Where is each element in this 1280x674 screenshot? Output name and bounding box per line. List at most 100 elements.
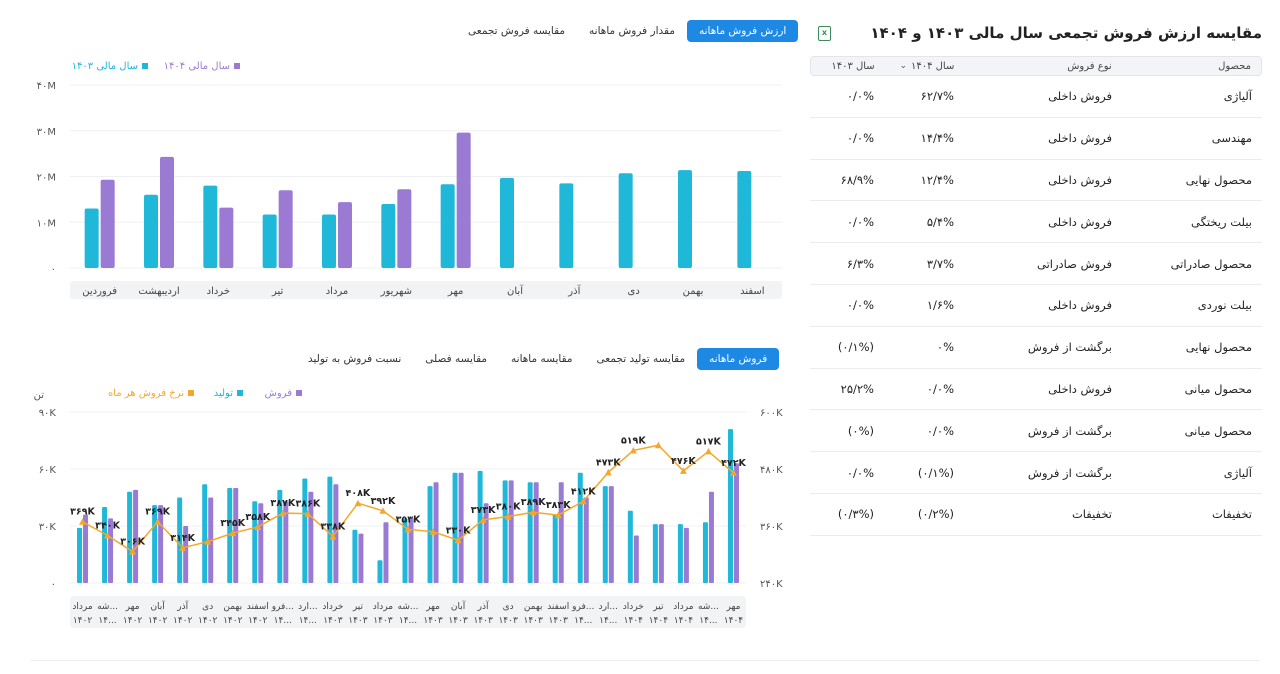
- top-tab-3[interactable]: مقایسه فروش تجمعی: [468, 25, 566, 37]
- bar-1403: [322, 214, 336, 268]
- sales-comparison-panel: مقایسه ارزش فروش تجمعی سال مالی ۱۴۰۳ و ۱…: [810, 18, 1262, 538]
- cell-year-1403: (۰/۱%): [837, 340, 874, 355]
- rate-point: [104, 532, 112, 539]
- excel-export-icon[interactable]: x: [818, 26, 831, 41]
- x-tick-label-month: دی: [503, 602, 514, 612]
- rate-data-label: ۴۱۲K: [571, 486, 596, 497]
- bottom-tab-3[interactable]: مقایسه ماهانه: [511, 353, 573, 365]
- cell-sale-type: فروش داخلی: [1048, 89, 1112, 104]
- bar-sales: [733, 463, 739, 583]
- bar-sales: [183, 526, 189, 583]
- rate-data-label: ۳۸۶K: [295, 499, 320, 510]
- table-row: محصول میانی فروش داخلی ۰/۰% ۲۵/۲%: [810, 369, 1262, 411]
- x-tick-label: اسفند: [740, 286, 764, 297]
- x-tick-label-year: ۱۴۰۳: [524, 616, 544, 626]
- x-tick-label-month: آبان: [451, 600, 466, 612]
- x-tick-label-year: ۱۴۰۳: [373, 616, 393, 626]
- bar-production: [627, 510, 633, 583]
- sort-chevron-down-icon[interactable]: ⌄: [899, 60, 907, 71]
- bar-production: [602, 486, 608, 583]
- rate-data-label: ۳۸۳K: [546, 500, 571, 511]
- bar-1403: [500, 177, 514, 268]
- bar-production: [702, 522, 708, 583]
- cell-year-1404: ۱۴/۴%: [920, 131, 954, 146]
- x-tick-label-year: ۱۴۰۳: [498, 616, 518, 626]
- x-tick-label-year: ۱۴۰۴: [624, 616, 644, 626]
- x-tick-label-year: ۱۴...: [299, 616, 317, 626]
- x-tick-label: تیر: [271, 286, 284, 297]
- rate-point: [379, 507, 387, 514]
- bar-1403: [618, 173, 633, 268]
- rate-point: [504, 513, 512, 520]
- legend-label-production: تولید: [214, 388, 233, 399]
- cell-sale-type: تخفیفات: [1071, 507, 1112, 522]
- x-tick-label-month: شه...: [398, 602, 419, 612]
- table-row: بیلت نوردی فروش داخلی ۱/۶% ۰/۰%: [810, 285, 1262, 327]
- bar-1403: [381, 203, 396, 268]
- top-tab-2[interactable]: مقدار فروش ماهانه: [589, 25, 675, 37]
- table-row: محصول نهایی برگشت از فروش ۰% (۰/۱%): [810, 327, 1262, 369]
- rate-data-label: ۳۹۲K: [371, 496, 396, 507]
- bar-sales: [633, 535, 639, 583]
- top-tab-1[interactable]: ارزش فروش ماهانه: [686, 20, 799, 42]
- table-body: آلیاژی فروش داخلی ۶۲/۷% ۰/۰% مهندسی فروش داخل…: [810, 76, 1262, 536]
- rate-point: [354, 499, 362, 507]
- bottom-chart-tabs: فروش ماهانه مقایسه تولید تجمعی مقایسه ماها…: [296, 348, 780, 370]
- bar-1404: [456, 132, 471, 268]
- rate-point: [704, 447, 712, 455]
- bar-1403: [203, 185, 218, 268]
- bar-1403: [559, 183, 574, 268]
- bottom-tab-4[interactable]: مقایسه فصلی: [425, 353, 488, 365]
- bottom-tab-5[interactable]: نسبت فروش به تولید: [308, 353, 402, 365]
- cell-year-1403: (۰/۳%): [837, 507, 874, 522]
- bar-production: [402, 518, 408, 583]
- y-tick-label: ۱۰M: [37, 218, 56, 229]
- bottom-tab-1[interactable]: فروش ماهانه: [697, 348, 780, 370]
- cell-sale-type: فروش داخلی: [1048, 381, 1112, 396]
- rate-data-label: ۳۶۹K: [145, 507, 170, 518]
- x-tick-label-year: ۱۴۰۲: [148, 616, 168, 626]
- table-row: محصول صادراتی فروش صادراتی ۳/۷% ۶/۳%: [810, 243, 1262, 285]
- bottom-tab-2[interactable]: مقایسه تولید تجمعی: [596, 353, 686, 365]
- bar-1403: [737, 171, 752, 268]
- divider: [30, 660, 1260, 661]
- header-year-1404[interactable]: سال ۱۴۰۴ ⌄: [887, 61, 963, 72]
- x-tick-label: مهر: [447, 286, 463, 297]
- header-sale-type[interactable]: نوع فروش: [1067, 60, 1112, 72]
- rate-point: [254, 523, 262, 530]
- cell-year-1403: ۶/۳%: [846, 256, 874, 271]
- bar-1404: [219, 207, 234, 268]
- rate-data-label: ۵۱۷K: [696, 436, 721, 447]
- x-tick-label-month: خرداد: [623, 602, 644, 612]
- bar-production: [77, 527, 83, 583]
- x-axis-band: [70, 281, 782, 299]
- header-year-1403[interactable]: سال ۱۴۰۳: [831, 60, 875, 72]
- right-tick-label: ۴۸۰K: [760, 465, 783, 476]
- rate-data-label: ۴۷۶K: [671, 456, 696, 467]
- cell-year-1404: (۰/۲%): [917, 507, 954, 522]
- cell-sale-type: برگشت از فروش: [1027, 423, 1112, 438]
- table-row: آلیاژی فروش داخلی ۶۲/۷% ۰/۰%: [810, 76, 1262, 118]
- x-tick-label-year: ۱۴۰۴: [649, 616, 669, 626]
- legend-label-1403: سال مالی ۱۴۰۳: [72, 61, 138, 72]
- header-product[interactable]: محصول: [1218, 60, 1251, 72]
- bar-production: [202, 484, 208, 583]
- cell-year-1404: ۱۲/۴%: [920, 172, 954, 187]
- bar-sales: [283, 501, 289, 583]
- cell-year-1404: ۵/۴%: [926, 214, 954, 229]
- bar-1404: [160, 156, 174, 268]
- bar-1403: [262, 214, 277, 268]
- bar-sales: [408, 518, 414, 583]
- x-tick-label-year: ۱۴۰۲: [248, 616, 268, 626]
- rate-point: [679, 467, 687, 474]
- cell-year-1404: ۰/۰%: [926, 381, 954, 396]
- x-tick-label-year: ۱۴...: [574, 616, 592, 626]
- bar-sales: [608, 486, 614, 583]
- legend-swatch-production: [237, 390, 243, 396]
- rate-data-label: ۳۸۷K: [270, 498, 295, 509]
- bar-production: [252, 501, 258, 583]
- bar-production: [502, 480, 508, 583]
- bar-production: [352, 529, 358, 583]
- cell-year-1403: ۰/۰%: [846, 298, 874, 313]
- rate-point: [654, 441, 662, 449]
